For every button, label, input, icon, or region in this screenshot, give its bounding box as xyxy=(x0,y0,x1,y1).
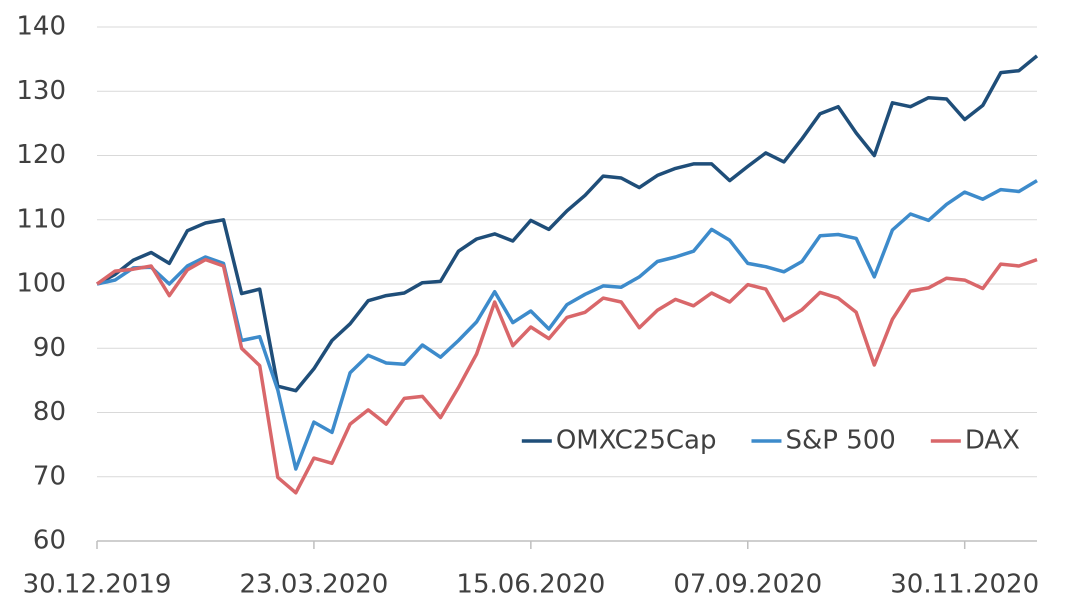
legend-label: DAX xyxy=(965,426,1020,456)
x-tick-label: 30.11.2020 xyxy=(890,570,1039,600)
y-tick-label: 90 xyxy=(33,333,66,363)
x-tick-label: 15.06.2020 xyxy=(456,570,605,600)
y-tick-label: 100 xyxy=(16,269,66,299)
legend-label: OMXC25Cap xyxy=(556,426,717,456)
y-tick-label: 70 xyxy=(33,461,66,491)
y-tick-label: 80 xyxy=(33,397,66,427)
y-tick-label: 140 xyxy=(16,12,66,42)
x-tick-label: 07.09.2020 xyxy=(673,570,822,600)
x-tick-label: 23.03.2020 xyxy=(239,570,388,600)
series-line xyxy=(95,257,1038,495)
y-tick-label: 130 xyxy=(16,76,66,106)
y-tick-label: 110 xyxy=(16,204,66,234)
legend-label: S&P 500 xyxy=(785,426,895,456)
y-tick-label: 60 xyxy=(33,526,66,556)
series-line xyxy=(96,179,1038,471)
series-line xyxy=(96,54,1039,393)
y-tick-label: 120 xyxy=(16,140,66,170)
x-tick-label: 30.12.2019 xyxy=(23,570,172,600)
